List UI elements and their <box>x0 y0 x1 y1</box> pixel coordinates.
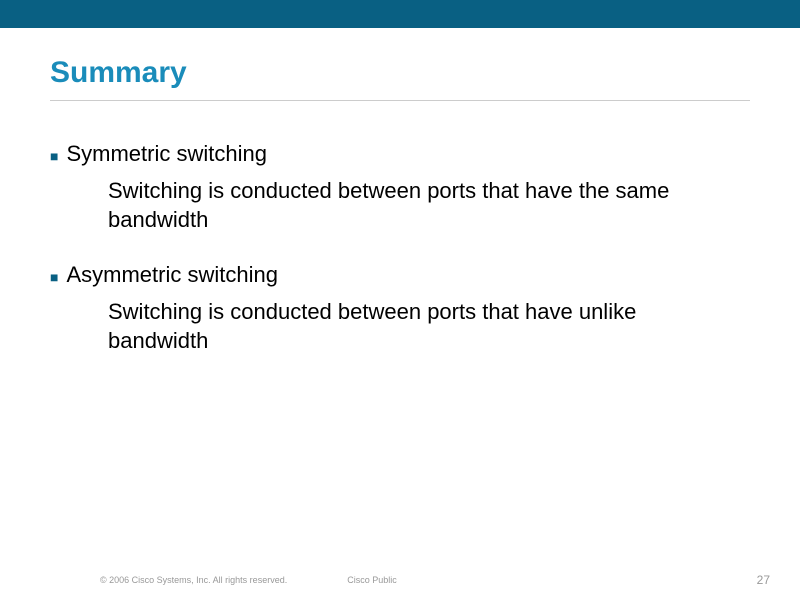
title-underline <box>50 100 750 101</box>
slide-footer: © 2006 Cisco Systems, Inc. All rights re… <box>0 575 800 585</box>
footer-copyright: © 2006 Cisco Systems, Inc. All rights re… <box>100 575 287 585</box>
bullet-heading: Asymmetric switching <box>66 262 277 288</box>
bullet-description: Switching is conducted between ports tha… <box>108 177 708 234</box>
slide-content: Summary ■ Symmetric switching Switching … <box>0 56 800 355</box>
bullet-item: ■ Asymmetric switching <box>50 262 750 288</box>
bullet-marker-icon: ■ <box>50 148 58 164</box>
header-bar <box>0 0 800 28</box>
slide-title: Summary <box>50 56 750 90</box>
bullet-item: ■ Symmetric switching <box>50 141 750 167</box>
bullet-description: Switching is conducted between ports tha… <box>108 298 708 355</box>
footer-label: Cisco Public <box>347 575 397 585</box>
bullet-heading: Symmetric switching <box>66 141 266 167</box>
bullet-marker-icon: ■ <box>50 269 58 285</box>
page-number: 27 <box>757 573 770 587</box>
